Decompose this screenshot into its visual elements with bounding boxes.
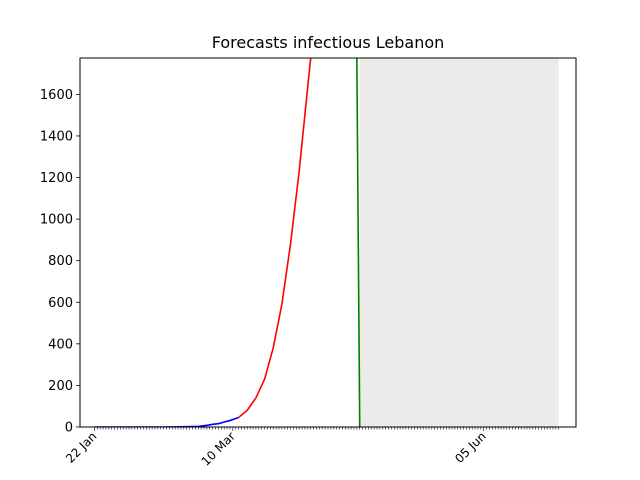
chart-title: Forecasts infectious Lebanon [212, 33, 445, 52]
x-tick-label: 05 Jun [452, 429, 489, 466]
y-tick-label: 1000 [40, 213, 73, 228]
y-tick-label: 600 [48, 296, 73, 311]
y-tick-label: 200 [48, 379, 73, 394]
series-line-2 [238, 58, 312, 419]
y-tick-label: 0 [65, 421, 73, 436]
plot-frame [79, 57, 577, 428]
y-tick-label: 400 [48, 337, 73, 352]
y-tick-label: 1200 [40, 171, 73, 186]
y-tick-label: 1400 [40, 129, 73, 144]
series-line-3 [356, 58, 361, 427]
y-tick-label: 1600 [40, 88, 73, 103]
forecast-shaded-region [359, 58, 559, 427]
y-tick-label: 800 [48, 254, 73, 269]
x-tick-label: 10 Mar [199, 429, 238, 468]
